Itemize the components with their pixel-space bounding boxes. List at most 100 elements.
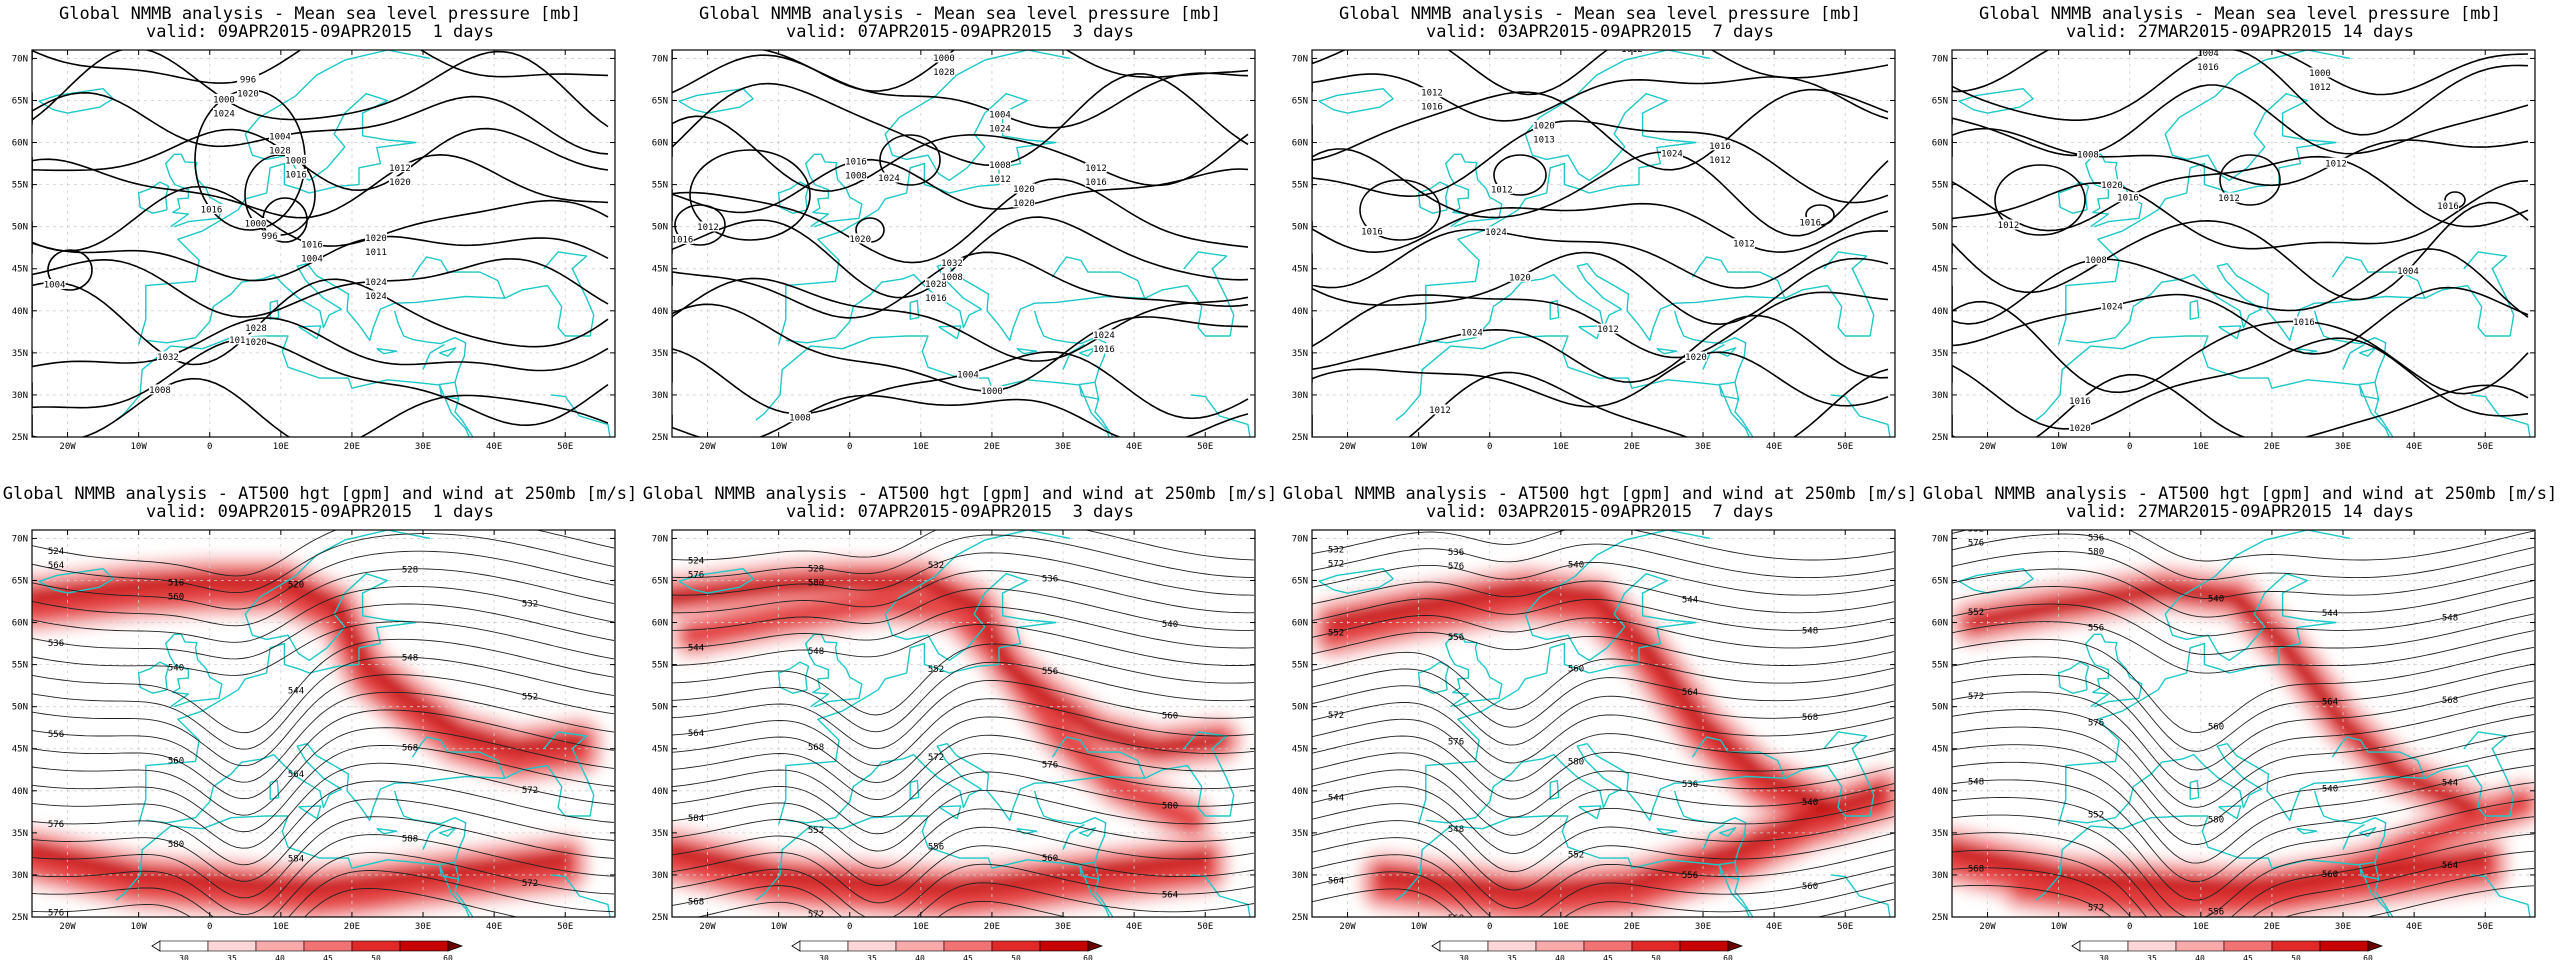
- contour-label: 544: [1682, 595, 1698, 605]
- isobar: [672, 50, 1249, 92]
- colorbar-max-arrow: [447, 940, 464, 952]
- lon-label: 10W: [771, 442, 788, 452]
- coastline: [2035, 310, 2387, 421]
- lon-label: 10W: [2051, 442, 2068, 452]
- contour-label: 520: [288, 581, 304, 591]
- contour-label: 556: [48, 730, 64, 740]
- contour-label: 564: [2442, 861, 2458, 871]
- contour-label: 576: [1448, 562, 1464, 572]
- height-contour: [1312, 580, 1895, 614]
- label-mask: [2325, 157, 2347, 168]
- coastline: [804, 153, 863, 228]
- axes: 70N 65N 60N 55N 50N 45N 40N 35N 30N 25N 20W 10W 0 10E…: [1932, 50, 2535, 452]
- contour-label: 572: [808, 910, 824, 920]
- coastline: [2057, 181, 2090, 214]
- coastline: [755, 310, 1107, 421]
- contour-label: 1020: [1013, 199, 1035, 209]
- coastline: [1578, 805, 1602, 820]
- axes: 70N 65N 60N 55N 50N 45N 40N 35N 30N 25N 20W 10W 0 10E…: [1292, 50, 1895, 452]
- wind-colorbar: 30 35 40 45 50 60: [1431, 940, 1744, 960]
- label-mask: [989, 123, 1011, 134]
- colorbar-swatch: [799, 940, 849, 952]
- lon-label: 20W: [699, 442, 716, 452]
- panel-valid-period: valid: 07APR2015-09APR2015 3 days: [786, 502, 1134, 522]
- field-layer: 1008 1012 1016 1020 1024 1012 1024 1020 1012 1024…: [1312, 50, 1895, 437]
- colorbar-swatch: [303, 940, 353, 952]
- coastline: [1016, 828, 1038, 835]
- lat-label: 65N: [1292, 576, 1308, 586]
- lon-label: 0: [207, 922, 212, 932]
- label-mask: [237, 73, 259, 84]
- contour-label: 1012: [1491, 186, 1513, 196]
- lat-label: 30N: [652, 871, 668, 881]
- contour-label: 1028: [245, 324, 267, 334]
- isobar-closed: [879, 134, 941, 186]
- height-contour: [32, 691, 615, 783]
- lat-label: 65N: [652, 96, 668, 106]
- colorbar-label: 60: [1723, 954, 1733, 960]
- label-mask: [213, 93, 235, 104]
- label-mask: [1361, 226, 1383, 236]
- z500-wind-map: 524 528 532 536 540 544 548 552 556 560 564 568 572 5…: [652, 529, 1256, 960]
- mslp-map: 1008 1012 1016 1020 1024 1012 1024 1020 1012 1024…: [1292, 49, 1896, 452]
- lat-label: 60N: [12, 139, 28, 149]
- label-mask: [2309, 67, 2331, 78]
- lon-label: 20E: [2264, 922, 2280, 932]
- height-contour: [1952, 779, 2535, 883]
- jet-band: [32, 844, 571, 893]
- coastline: [422, 823, 445, 850]
- contour-label: 1024: [878, 174, 900, 184]
- graticule: [1312, 530, 1895, 917]
- isobar: [1952, 180, 2529, 250]
- colorbar-label: 30: [819, 954, 829, 960]
- mslp-panel-14day: Global NMMB analysis - Mean sea level pr…: [1920, 0, 2560, 480]
- height-contour: [672, 826, 1255, 886]
- lat-label: 40N: [652, 787, 668, 797]
- contour-label: 528: [808, 564, 824, 574]
- colorbar-min-arrow: [791, 940, 801, 952]
- lon-label: 10W: [131, 442, 148, 452]
- label-mask: [2101, 179, 2123, 190]
- contour-label: 556: [1042, 667, 1058, 677]
- height-contour: [672, 643, 1255, 716]
- contour-label: 1020: [245, 338, 267, 348]
- contour-label: 576: [688, 570, 704, 580]
- coastline: [777, 661, 810, 694]
- panel-title: Global NMMB analysis - Mean sea level pr…: [1979, 4, 2501, 24]
- coastline: [785, 736, 1146, 824]
- height-contour: [1952, 638, 2535, 734]
- label-mask: [925, 278, 947, 289]
- contour-label: 544: [1328, 793, 1344, 803]
- colorbar-label: 40: [275, 954, 285, 960]
- contour-label: 1016: [2197, 63, 2219, 73]
- lat-label: 35N: [12, 829, 28, 839]
- height-contour: [1312, 651, 1895, 710]
- label-mask: [1085, 162, 1107, 173]
- coastline: [1719, 827, 1737, 837]
- contour-label: 576: [1448, 738, 1464, 748]
- contour-label: 576: [2088, 718, 2104, 728]
- colorbar-label: 45: [323, 954, 333, 960]
- contour-label: 1016: [285, 170, 307, 180]
- colorbar-swatch: [2175, 940, 2225, 952]
- contour-label: 540: [1568, 560, 1584, 570]
- contour-label: 564: [288, 770, 304, 780]
- contour-label: 1008: [149, 386, 171, 396]
- contour-label: 1004: [2397, 267, 2419, 277]
- label-mask: [2197, 61, 2219, 72]
- coastline: [755, 790, 1107, 901]
- contour-label: 524: [48, 547, 64, 557]
- lon-label: 10E: [273, 922, 289, 932]
- contour-label: 560: [1162, 711, 1178, 721]
- coastline: [1718, 862, 1751, 917]
- lat-label: 35N: [1292, 349, 1308, 359]
- coastline: [2065, 256, 2426, 344]
- label-mask: [2085, 254, 2107, 265]
- coastline: [1425, 736, 1786, 824]
- panel-title: Global NMMB analysis - AT500 hgt [gpm] a…: [2, 484, 638, 504]
- isobar: [1952, 50, 2529, 96]
- label-mask: [365, 246, 387, 257]
- contour-label: 552: [808, 826, 824, 836]
- height-contour: [32, 727, 615, 816]
- coastline: [298, 325, 322, 340]
